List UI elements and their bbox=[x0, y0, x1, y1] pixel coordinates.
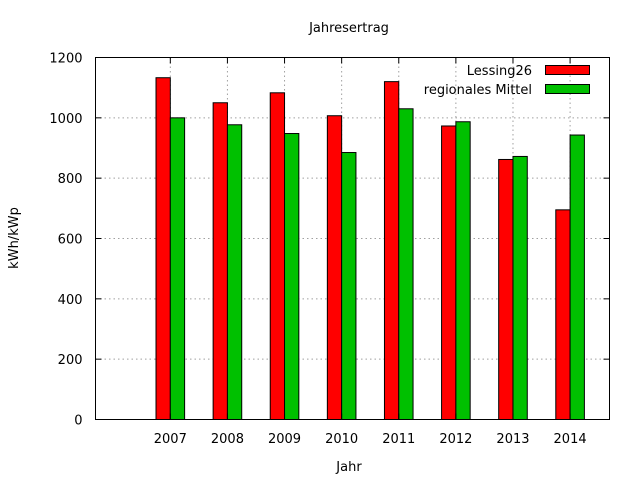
bar-lessing26-2009 bbox=[269, 92, 286, 420]
legend-label: regionales Mittel bbox=[424, 83, 532, 98]
x-tick-label: 2007 bbox=[154, 432, 187, 447]
bar-regionales-mittel-2014 bbox=[569, 134, 585, 421]
legend-swatch bbox=[545, 84, 590, 94]
x-tick-label: 2012 bbox=[439, 432, 472, 447]
y-tick-label: 0 bbox=[74, 414, 82, 429]
y-tick-label: 1200 bbox=[49, 52, 82, 67]
x-tick-label: 2008 bbox=[211, 432, 244, 447]
y-tick-label: 200 bbox=[58, 353, 83, 368]
bar-lessing26-2007 bbox=[155, 77, 171, 420]
y-tick-label: 800 bbox=[58, 172, 83, 187]
bar-regionales-mittel-2008 bbox=[226, 124, 243, 420]
bar-regionales-mittel-2013 bbox=[512, 155, 528, 421]
axis-ticks bbox=[95, 57, 610, 420]
bar-lessing26-2011 bbox=[383, 81, 400, 420]
legend-label: Lessing26 bbox=[467, 64, 532, 79]
bar-regionales-mittel-2012 bbox=[455, 121, 471, 420]
bar-lessing26-2014 bbox=[555, 209, 571, 420]
bars bbox=[155, 77, 585, 421]
y-tick-labels: 0 200 400 600 800 1000 1200 bbox=[49, 52, 82, 429]
y-tick-label: 600 bbox=[58, 233, 83, 248]
legend: Lessing26 regionales Mittel bbox=[424, 64, 590, 98]
y-tick-label: 1000 bbox=[49, 112, 82, 127]
x-tick-label: 2009 bbox=[268, 432, 301, 447]
x-tick-labels: 2007 2008 2009 2010 2011 2012 2013 2014 bbox=[154, 432, 587, 447]
chart-title: Jahresertrag bbox=[308, 21, 389, 36]
bar-lessing26-2012 bbox=[441, 125, 457, 420]
bar-lessing26-2013 bbox=[498, 158, 514, 420]
bar-regionales-mittel-2011 bbox=[398, 108, 414, 421]
bar-regionales-mittel-2009 bbox=[284, 133, 300, 421]
y-axis-label: kWh/kWp bbox=[7, 207, 22, 269]
x-axis-label: Jahr bbox=[335, 460, 362, 475]
x-tick-label: 2010 bbox=[325, 432, 358, 447]
x-tick-label: 2011 bbox=[382, 432, 415, 447]
bar-lessing26-2008 bbox=[212, 102, 228, 420]
bar-lessing26-2010 bbox=[326, 115, 343, 420]
legend-swatch bbox=[545, 65, 590, 75]
bar-regionales-mittel-2007 bbox=[169, 117, 186, 420]
y-tick-label: 400 bbox=[58, 293, 83, 308]
bar-regionales-mittel-2010 bbox=[341, 152, 357, 420]
x-tick-label: 2013 bbox=[496, 432, 529, 447]
x-tick-label: 2014 bbox=[554, 432, 587, 447]
